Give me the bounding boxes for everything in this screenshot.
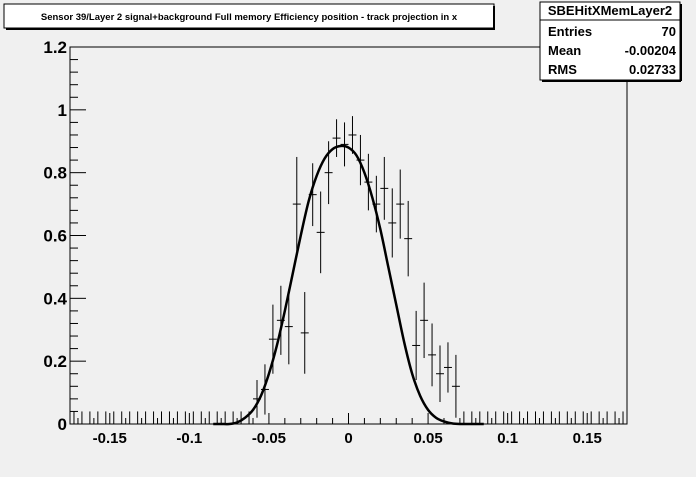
stats-box-name: SBEHitXMemLayer2: [548, 3, 672, 18]
stats-entries-value: 70: [662, 24, 676, 39]
errorbar-point: [555, 411, 564, 425]
errorbar-point: [348, 116, 357, 154]
axis-tick-labels: -0.15 -0.1 -0.05 0 0.05 0.1 0.15 0 0.2 0.4 0.6 0.8 1…: [43, 38, 601, 447]
errorbar-point: [579, 411, 588, 425]
errorbar-point: [603, 411, 612, 425]
x-tick-label: 0.1: [497, 430, 518, 447]
x-tick-label: -0.15: [93, 430, 127, 447]
errorbar-point: [157, 411, 166, 425]
errorbar-point: [531, 411, 540, 425]
errorbar-point: [292, 156, 301, 252]
errorbar-point: [443, 342, 452, 393]
y-tick-label: 0.2: [43, 352, 67, 371]
errorbar-point: [173, 411, 182, 425]
stats-box-frame: [539, 1, 681, 81]
errorbar-point: [340, 122, 349, 167]
stats-entries-label: Entries: [548, 24, 592, 39]
stats-mean-value: -0.00204: [625, 43, 677, 58]
title-box: [3, 3, 495, 29]
stats-rms-label: RMS: [548, 62, 577, 77]
errorbar-point: [396, 169, 405, 239]
errorbar-point: [197, 411, 206, 425]
errorbar-point: [539, 411, 548, 425]
stats-mean-label: Mean: [548, 43, 581, 58]
y-tick-label: 0.4: [43, 289, 67, 308]
errorbar-point: [436, 345, 444, 403]
errorbar-point: [101, 411, 110, 425]
errorbar-point: [165, 411, 174, 425]
errorbar-point: [133, 411, 142, 425]
errorbar-point: [189, 411, 198, 425]
errorbar-point: [611, 411, 620, 425]
errorbar-point: [420, 282, 429, 359]
errorbar-point: [141, 411, 150, 425]
errorbar-point: [571, 411, 580, 425]
errorbar-point: [316, 191, 325, 274]
x-tick-label: 0.05: [413, 430, 442, 447]
errorbar-point: [595, 411, 604, 425]
errorbar-point: [483, 411, 492, 425]
x-tick-label: -0.05: [252, 430, 286, 447]
errorbar-point: [181, 411, 190, 425]
errorbar-point: [404, 200, 413, 277]
errorbar-point: [205, 411, 214, 425]
axis-ticks: [70, 46, 620, 425]
errorbar-point: [388, 188, 397, 258]
errorbar-point: [284, 288, 293, 365]
errorbar-point: [587, 411, 596, 425]
errorbar-point: [619, 411, 627, 425]
errorbar-point: [523, 411, 532, 425]
errorbar-point: [149, 411, 158, 425]
stats-box: SBEHitXMemLayer2 Entries 70 Mean -0.0020…: [539, 1, 682, 82]
errorbar-point: [70, 411, 78, 425]
chart-title: Sensor 39/Layer 2 signal+background Full…: [41, 12, 458, 23]
y-tick-label: 1.2: [43, 38, 67, 57]
stats-rms-value: 0.02733: [629, 62, 676, 77]
y-tick-label: 0.8: [43, 164, 67, 183]
x-tick-label: 0: [344, 430, 352, 447]
errorbar-point: [515, 411, 524, 425]
errorbar-point: [547, 411, 556, 425]
errorbar-point: [507, 411, 516, 425]
errorbar-point: [380, 156, 389, 220]
y-tick-label: 0: [58, 415, 67, 434]
errorbar-point: [451, 354, 460, 418]
plot-frame: [69, 46, 628, 425]
errorbar-point: [109, 411, 118, 425]
errorbar-point: [332, 119, 341, 157]
errorbar-point: [428, 323, 437, 387]
errorbar-point: [85, 411, 94, 425]
fit-curve-line: [213, 144, 484, 426]
errorbar-point: [117, 411, 126, 425]
errorbar-point: [300, 292, 309, 374]
errorbar-point: [491, 411, 500, 425]
errorbar-point: [499, 411, 508, 425]
errorbar-point: [412, 310, 421, 381]
x-tick-label: 0.15: [573, 430, 602, 447]
errorbar-point: [77, 411, 86, 425]
errorbar-point: [563, 411, 572, 425]
errorbar-point: [125, 411, 134, 425]
y-tick-label: 1: [58, 101, 67, 120]
errorbar-point: [93, 411, 102, 425]
x-tick-label: -0.1: [176, 430, 202, 447]
y-tick-label: 0.6: [43, 227, 67, 246]
